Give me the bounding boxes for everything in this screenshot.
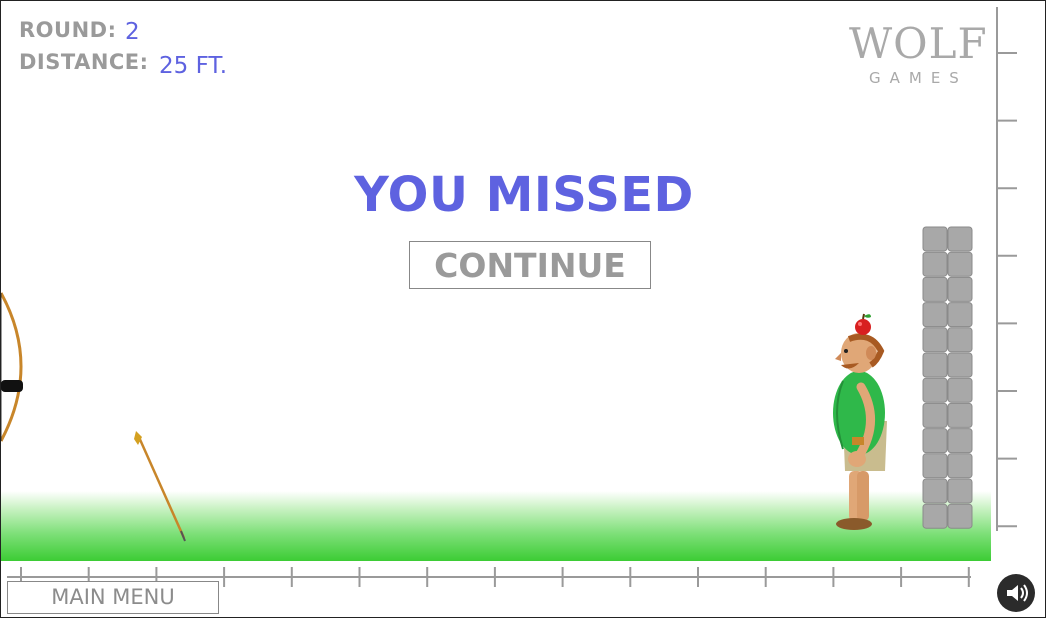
right-ruler-ticks bbox=[997, 52, 1017, 528]
wall-brick bbox=[947, 352, 973, 378]
apple-icon bbox=[855, 313, 871, 335]
target-man bbox=[833, 313, 887, 530]
archer-bow bbox=[1, 292, 23, 442]
wall-brick bbox=[947, 327, 973, 353]
man-shoe bbox=[836, 518, 872, 530]
wall-brick bbox=[922, 428, 948, 454]
man-arm bbox=[854, 382, 875, 461]
missed-arrow bbox=[134, 431, 186, 542]
arrow-fletching bbox=[134, 431, 142, 445]
wall-brick bbox=[947, 503, 973, 529]
bow-grip bbox=[1, 380, 23, 392]
man-hair bbox=[847, 333, 885, 368]
distance-label: DISTANCE: bbox=[19, 50, 149, 74]
wall-brick bbox=[947, 478, 973, 504]
distance-value: 25 FT. bbox=[159, 53, 228, 79]
round-label: ROUND: bbox=[19, 18, 117, 42]
continue-button[interactable]: CONTINUE bbox=[409, 241, 651, 289]
wall-brick bbox=[947, 226, 973, 252]
right-distance-ruler bbox=[996, 7, 1017, 531]
wall-brick bbox=[922, 453, 948, 479]
wall-brick bbox=[947, 428, 973, 454]
wall-brick bbox=[922, 276, 948, 302]
round-value: 2 bbox=[125, 19, 140, 45]
man-leg bbox=[857, 471, 869, 521]
wall-brick bbox=[922, 377, 948, 403]
man-eye bbox=[844, 349, 848, 353]
wall-brick bbox=[922, 302, 948, 328]
wall-brick bbox=[922, 352, 948, 378]
wall-brick bbox=[947, 377, 973, 403]
wall-brick bbox=[947, 302, 973, 328]
wolf-games-logo: WOLF GAMES bbox=[849, 19, 989, 89]
wall-brick bbox=[922, 503, 948, 529]
man-wristband bbox=[852, 437, 864, 445]
logo-games-text: GAMES bbox=[869, 69, 968, 87]
result-title: YOU MISSED bbox=[354, 167, 694, 223]
wall-brick bbox=[922, 251, 948, 277]
man-ear bbox=[866, 346, 876, 360]
speaker-icon bbox=[1007, 584, 1028, 602]
wall-brick bbox=[922, 402, 948, 428]
logo-wolf-text: WOLF bbox=[849, 19, 988, 68]
sound-toggle-button[interactable] bbox=[997, 574, 1035, 612]
wall-brick bbox=[947, 276, 973, 302]
man-mustache bbox=[841, 363, 859, 369]
man-nose bbox=[835, 353, 841, 361]
wall-brick bbox=[947, 453, 973, 479]
man-hand bbox=[848, 451, 866, 467]
wall-brick bbox=[922, 226, 948, 252]
grass-ground bbox=[1, 491, 991, 561]
brick-wall bbox=[922, 226, 973, 529]
wall-brick bbox=[922, 478, 948, 504]
main-menu-button[interactable]: MAIN MENU bbox=[7, 581, 219, 614]
wall-brick bbox=[947, 402, 973, 428]
man-head bbox=[841, 333, 877, 373]
wall-brick bbox=[947, 251, 973, 277]
wall-brick bbox=[922, 327, 948, 353]
